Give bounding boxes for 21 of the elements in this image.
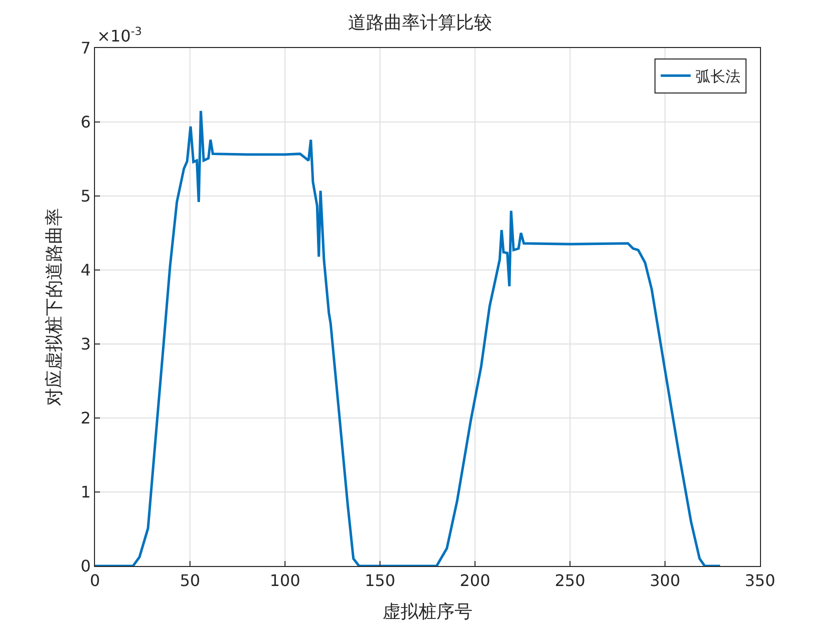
y-tick-label: 1 <box>80 482 91 502</box>
x-tick-label: 350 <box>744 571 776 590</box>
x-tick-label: 50 <box>180 571 200 590</box>
x-axis-title: 虚拟桩序号 <box>382 601 472 622</box>
x-tick-label: 300 <box>650 571 680 590</box>
text: ×10$^{-3}$ <box>97 25 142 46</box>
x-tick-label: 100 <box>270 571 300 590</box>
line-series <box>95 110 722 566</box>
y-tick-label: 4 <box>80 260 91 280</box>
y-tick-label: 0 <box>80 556 91 576</box>
y-tick-label: 7 <box>80 38 91 58</box>
y-tick-label: 2 <box>80 408 91 428</box>
x-tick-label: 150 <box>364 571 396 590</box>
y-tick-label: 5 <box>80 186 91 206</box>
y-tick-label: 6 <box>80 112 91 132</box>
chart-title: 道路曲率计算比较 <box>348 12 492 34</box>
y-tick-label: 3 <box>80 334 91 354</box>
x-tick-label: 200 <box>460 571 490 590</box>
legend-label: 弧长法 <box>696 67 741 86</box>
x-tick-label: 250 <box>554 571 586 590</box>
y-axis-title: 对应虚拟桩下的道路曲率 <box>44 208 65 406</box>
